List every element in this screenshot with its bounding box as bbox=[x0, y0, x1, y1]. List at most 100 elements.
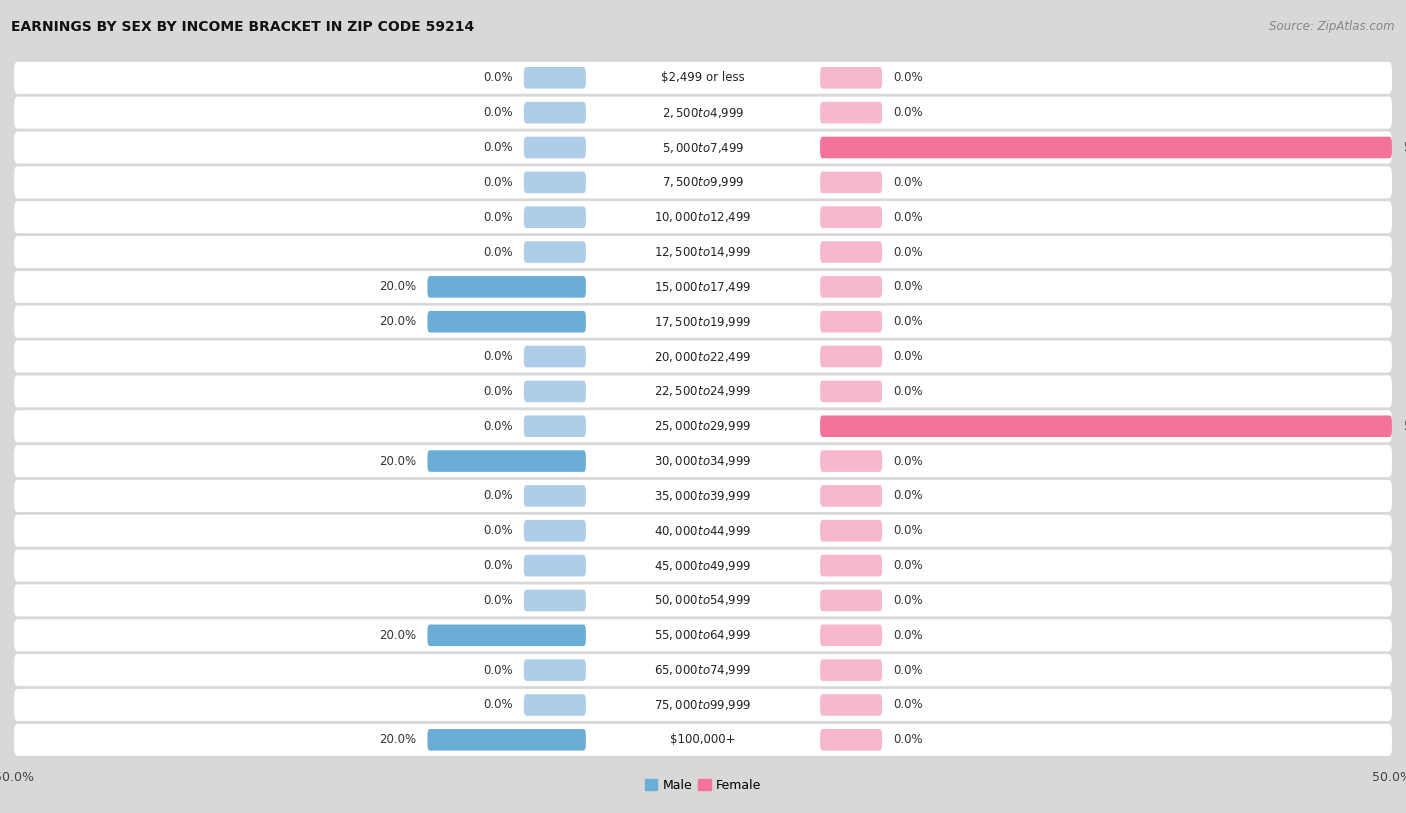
FancyBboxPatch shape bbox=[14, 97, 1392, 128]
FancyBboxPatch shape bbox=[820, 380, 882, 402]
Text: $5,000 to $7,499: $5,000 to $7,499 bbox=[662, 141, 744, 154]
FancyBboxPatch shape bbox=[820, 276, 882, 298]
FancyBboxPatch shape bbox=[820, 311, 882, 333]
Text: $45,000 to $49,999: $45,000 to $49,999 bbox=[654, 559, 752, 572]
FancyBboxPatch shape bbox=[820, 659, 882, 681]
Text: 0.0%: 0.0% bbox=[893, 594, 922, 607]
Text: 0.0%: 0.0% bbox=[893, 663, 922, 676]
Text: 0.0%: 0.0% bbox=[484, 72, 513, 85]
FancyBboxPatch shape bbox=[14, 201, 1392, 233]
FancyBboxPatch shape bbox=[820, 694, 882, 715]
FancyBboxPatch shape bbox=[820, 137, 1392, 159]
FancyBboxPatch shape bbox=[427, 729, 586, 750]
FancyBboxPatch shape bbox=[820, 172, 882, 193]
FancyBboxPatch shape bbox=[14, 271, 1392, 303]
Text: 20.0%: 20.0% bbox=[380, 454, 416, 467]
Text: 0.0%: 0.0% bbox=[893, 489, 922, 502]
Text: $50,000 to $54,999: $50,000 to $54,999 bbox=[654, 593, 752, 607]
Text: $10,000 to $12,499: $10,000 to $12,499 bbox=[654, 211, 752, 224]
Text: 0.0%: 0.0% bbox=[893, 733, 922, 746]
FancyBboxPatch shape bbox=[524, 415, 586, 437]
FancyBboxPatch shape bbox=[820, 207, 882, 228]
Text: Source: ZipAtlas.com: Source: ZipAtlas.com bbox=[1270, 20, 1395, 33]
FancyBboxPatch shape bbox=[14, 62, 1392, 93]
FancyBboxPatch shape bbox=[820, 450, 882, 472]
FancyBboxPatch shape bbox=[14, 167, 1392, 198]
Text: 0.0%: 0.0% bbox=[893, 454, 922, 467]
Text: 20.0%: 20.0% bbox=[380, 315, 416, 328]
Text: $2,499 or less: $2,499 or less bbox=[661, 72, 745, 85]
FancyBboxPatch shape bbox=[820, 415, 1392, 437]
FancyBboxPatch shape bbox=[524, 241, 586, 263]
Text: $40,000 to $44,999: $40,000 to $44,999 bbox=[654, 524, 752, 537]
Text: 0.0%: 0.0% bbox=[484, 246, 513, 259]
FancyBboxPatch shape bbox=[524, 172, 586, 193]
FancyBboxPatch shape bbox=[524, 659, 586, 681]
FancyBboxPatch shape bbox=[524, 589, 586, 611]
FancyBboxPatch shape bbox=[14, 445, 1392, 477]
FancyBboxPatch shape bbox=[427, 450, 586, 472]
Text: 20.0%: 20.0% bbox=[380, 733, 416, 746]
Text: $30,000 to $34,999: $30,000 to $34,999 bbox=[654, 454, 752, 468]
Text: 0.0%: 0.0% bbox=[893, 211, 922, 224]
FancyBboxPatch shape bbox=[14, 620, 1392, 651]
Text: 0.0%: 0.0% bbox=[893, 315, 922, 328]
Text: 0.0%: 0.0% bbox=[893, 628, 922, 641]
Text: $22,500 to $24,999: $22,500 to $24,999 bbox=[654, 385, 752, 398]
Legend: Male, Female: Male, Female bbox=[640, 774, 766, 797]
Text: 0.0%: 0.0% bbox=[484, 663, 513, 676]
Text: 20.0%: 20.0% bbox=[380, 628, 416, 641]
FancyBboxPatch shape bbox=[14, 654, 1392, 686]
FancyBboxPatch shape bbox=[14, 724, 1392, 756]
FancyBboxPatch shape bbox=[820, 102, 882, 124]
FancyBboxPatch shape bbox=[14, 585, 1392, 616]
FancyBboxPatch shape bbox=[820, 241, 882, 263]
FancyBboxPatch shape bbox=[524, 207, 586, 228]
FancyBboxPatch shape bbox=[524, 554, 586, 576]
Text: 0.0%: 0.0% bbox=[893, 280, 922, 293]
FancyBboxPatch shape bbox=[524, 137, 586, 159]
FancyBboxPatch shape bbox=[820, 729, 882, 750]
Text: $75,000 to $99,999: $75,000 to $99,999 bbox=[654, 698, 752, 712]
Text: $25,000 to $29,999: $25,000 to $29,999 bbox=[654, 420, 752, 433]
Text: 0.0%: 0.0% bbox=[484, 211, 513, 224]
Text: 0.0%: 0.0% bbox=[484, 489, 513, 502]
FancyBboxPatch shape bbox=[427, 311, 586, 333]
FancyBboxPatch shape bbox=[14, 376, 1392, 407]
FancyBboxPatch shape bbox=[427, 276, 586, 298]
Text: 0.0%: 0.0% bbox=[893, 72, 922, 85]
Text: 0.0%: 0.0% bbox=[484, 524, 513, 537]
Text: 0.0%: 0.0% bbox=[893, 350, 922, 363]
Text: 0.0%: 0.0% bbox=[893, 246, 922, 259]
Text: 20.0%: 20.0% bbox=[380, 280, 416, 293]
Text: 0.0%: 0.0% bbox=[484, 559, 513, 572]
Text: $35,000 to $39,999: $35,000 to $39,999 bbox=[654, 489, 752, 503]
Text: 0.0%: 0.0% bbox=[484, 385, 513, 398]
Text: $65,000 to $74,999: $65,000 to $74,999 bbox=[654, 663, 752, 677]
FancyBboxPatch shape bbox=[524, 694, 586, 715]
FancyBboxPatch shape bbox=[14, 132, 1392, 163]
Text: 50.0%: 50.0% bbox=[1403, 141, 1406, 154]
Text: 0.0%: 0.0% bbox=[893, 385, 922, 398]
Text: 0.0%: 0.0% bbox=[484, 698, 513, 711]
Text: $15,000 to $17,499: $15,000 to $17,499 bbox=[654, 280, 752, 293]
Text: 0.0%: 0.0% bbox=[484, 420, 513, 433]
FancyBboxPatch shape bbox=[820, 346, 882, 367]
FancyBboxPatch shape bbox=[524, 102, 586, 124]
FancyBboxPatch shape bbox=[14, 341, 1392, 372]
FancyBboxPatch shape bbox=[14, 480, 1392, 512]
Text: 0.0%: 0.0% bbox=[484, 141, 513, 154]
Text: 0.0%: 0.0% bbox=[893, 107, 922, 120]
Text: EARNINGS BY SEX BY INCOME BRACKET IN ZIP CODE 59214: EARNINGS BY SEX BY INCOME BRACKET IN ZIP… bbox=[11, 20, 474, 34]
FancyBboxPatch shape bbox=[14, 306, 1392, 337]
Text: 0.0%: 0.0% bbox=[893, 524, 922, 537]
Text: $20,000 to $22,499: $20,000 to $22,499 bbox=[654, 350, 752, 363]
Text: $17,500 to $19,999: $17,500 to $19,999 bbox=[654, 315, 752, 328]
Text: $7,500 to $9,999: $7,500 to $9,999 bbox=[662, 176, 744, 189]
FancyBboxPatch shape bbox=[14, 689, 1392, 721]
Text: 0.0%: 0.0% bbox=[484, 176, 513, 189]
Text: $12,500 to $14,999: $12,500 to $14,999 bbox=[654, 245, 752, 259]
Text: 50.0%: 50.0% bbox=[1403, 420, 1406, 433]
Text: 0.0%: 0.0% bbox=[893, 176, 922, 189]
FancyBboxPatch shape bbox=[524, 380, 586, 402]
